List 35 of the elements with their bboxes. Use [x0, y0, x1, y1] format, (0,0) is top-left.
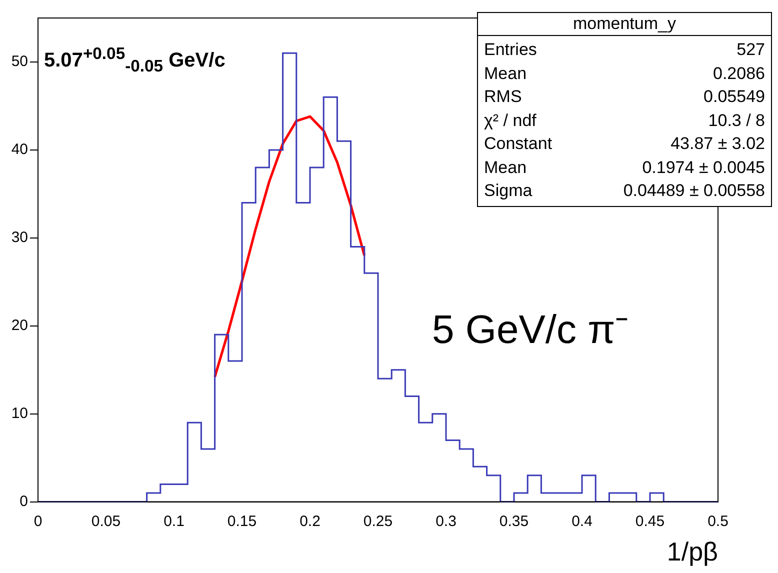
annotation: Constant	[484, 133, 552, 155]
annotation: χ² / ndf	[484, 110, 536, 132]
y-tick-label: 20	[11, 317, 28, 334]
x-tick-label: 0.25	[363, 512, 393, 530]
text: 527	[736, 39, 765, 61]
annotation: momentum_y	[478, 13, 771, 36]
annotation: Sigma	[484, 180, 532, 202]
x-tick-label: 0.35	[499, 512, 529, 530]
annotation: Mean	[484, 156, 527, 178]
y-tick-label: 10	[11, 404, 28, 422]
annotation: 0.1974 ± 0.0045	[642, 156, 765, 178]
x-tick-label: 0.1	[164, 512, 184, 530]
annotation: RMS	[484, 86, 522, 108]
y-tick-label: 30	[11, 229, 28, 246]
x-tick-label: 0.4	[572, 512, 592, 530]
x-tick-label: 0.2	[300, 512, 320, 530]
annotation: 0.04489 ± 0.00558	[623, 180, 765, 202]
x-tick-label: 0.05	[91, 512, 121, 530]
y-tick-label: 40	[11, 141, 28, 158]
x-tick-label: 0.15	[227, 512, 257, 530]
x-tick-label: 0.5	[708, 512, 728, 530]
x-tick-label: 0	[34, 512, 42, 530]
annotation: 10.3 / 8	[708, 110, 765, 132]
y-tick-label: 0	[20, 492, 28, 510]
annotation: 0.2086	[713, 62, 765, 84]
annotation: 5.07$^{+0.05}$$_{-0.05}$ GeV/c	[44, 44, 226, 77]
x-tick-label: 0.45	[635, 512, 665, 530]
x-axis-title: 1/pβ	[666, 536, 718, 567]
y-tick-label: 50	[11, 53, 28, 70]
annotation: 43.87 ± 3.02	[670, 133, 765, 155]
annotation: Entries	[484, 39, 537, 61]
annotation: 5 GeV/c π⁻	[432, 307, 630, 354]
annotation: Mean	[484, 62, 527, 84]
x-tick-label: 0.3	[436, 512, 456, 530]
annotation: 0.05549	[704, 86, 765, 108]
